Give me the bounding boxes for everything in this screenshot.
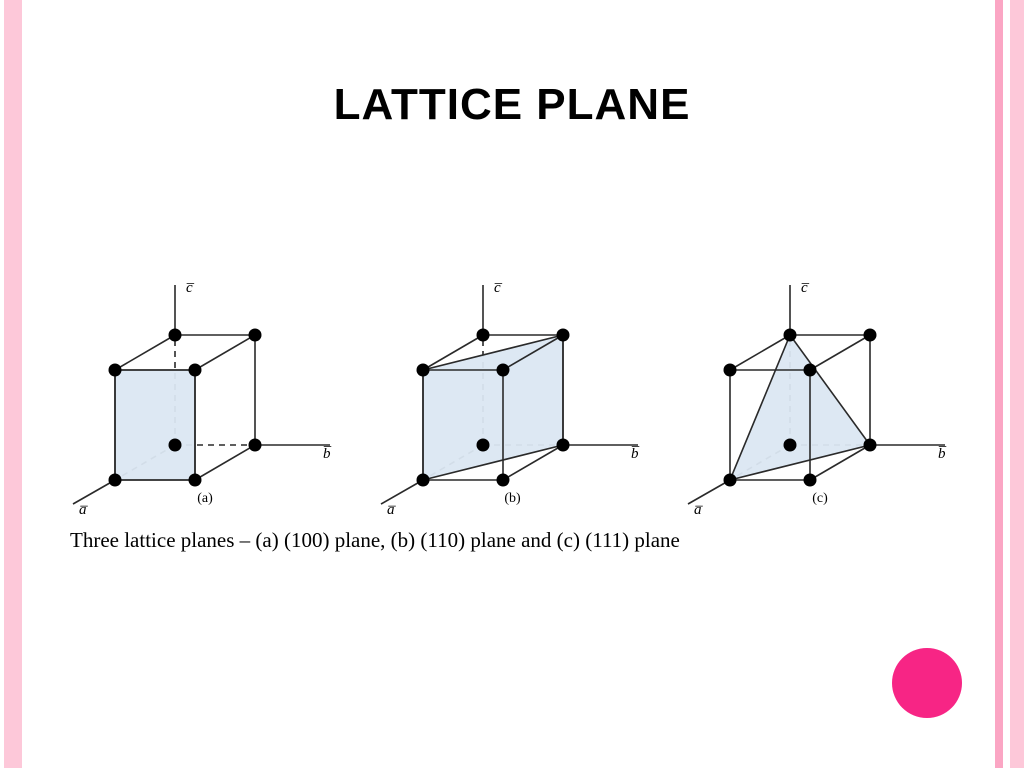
figure-c-111-plane: c̅b̅a̅ (c) [670, 215, 970, 515]
figure-a-100-plane: c̅b̅a̅ (a) [55, 215, 355, 515]
svg-text:b̅: b̅ [938, 446, 947, 462]
figure-b-110-plane: c̅b̅a̅ (b) [363, 215, 663, 515]
svg-text:c̅: c̅ [186, 280, 195, 296]
svg-text:b̅: b̅ [323, 446, 332, 462]
accent-circle-icon [892, 648, 962, 718]
sublabel-c: (c) [670, 491, 970, 507]
sublabel-b: (b) [363, 491, 663, 507]
svg-text:c̅: c̅ [801, 280, 810, 296]
slide-title: LATTICE PLANE [0, 80, 1024, 130]
svg-text:c̅: c̅ [493, 280, 502, 296]
figure-caption: Three lattice planes – (a) (100) plane, … [70, 528, 680, 553]
figure-row: c̅b̅a̅ (a) c̅b̅a̅ (b) c̅b̅a̅ (c) [55, 215, 970, 515]
svg-text:b̅: b̅ [630, 446, 639, 462]
sublabel-a: (a) [55, 491, 355, 507]
